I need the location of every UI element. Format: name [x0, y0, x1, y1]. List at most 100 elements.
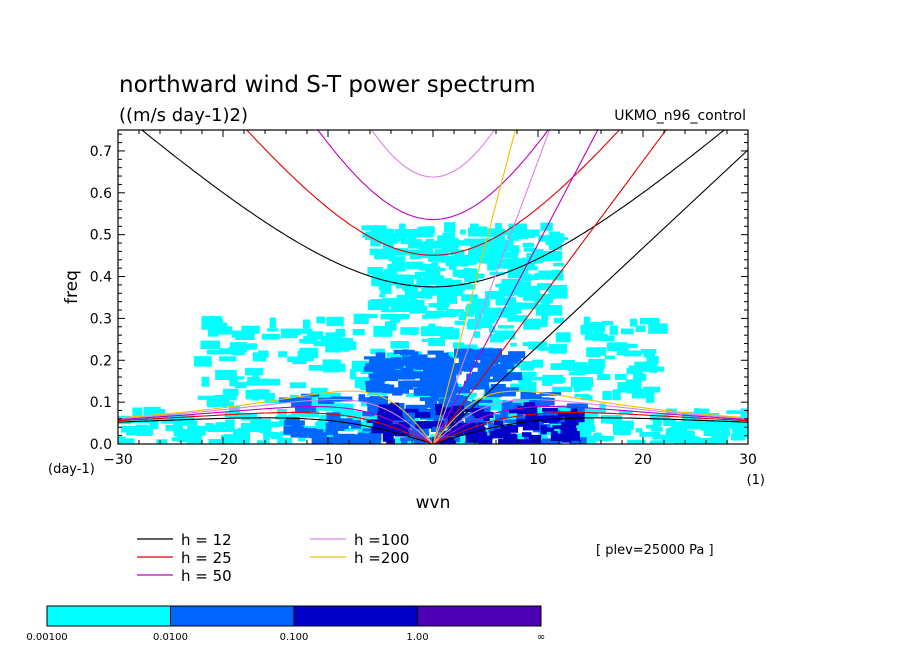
field-cell-level-1	[383, 269, 395, 277]
field-cell-level-1	[215, 369, 237, 380]
field-cell-level-1	[384, 273, 396, 284]
field-cell-level-1	[579, 413, 592, 420]
field-cell-level-1	[177, 435, 197, 443]
field-cell-level-1	[467, 319, 482, 328]
field-cell-level-1	[385, 321, 397, 331]
field-cell-level-2	[393, 411, 416, 419]
field-cell-level-1	[522, 372, 537, 377]
legend-label-h100: h =100	[354, 531, 409, 549]
field-cell-level-1	[197, 395, 215, 400]
field-cell-level-1	[635, 325, 646, 333]
field-cell-level-1	[444, 352, 459, 359]
field-cell-level-1	[446, 308, 454, 314]
field-cell-level-1	[335, 409, 348, 417]
field-cell-level-1	[156, 439, 168, 444]
field-cell-level-1	[538, 270, 559, 280]
field-cell-level-1	[510, 342, 517, 347]
field-cell-level-1	[713, 422, 735, 427]
field-cell-level-1	[381, 309, 397, 313]
field-cell-level-1	[590, 410, 599, 417]
field-cell-level-1	[132, 407, 143, 417]
field-cell-level-1	[374, 281, 392, 286]
field-cell-level-1	[338, 329, 345, 335]
field-cell-level-1	[740, 408, 747, 418]
field-cell-level-1	[461, 392, 474, 400]
power-spectrum-field	[118, 222, 748, 444]
field-cell-level-2	[501, 372, 523, 381]
field-cell-level-1	[475, 273, 485, 279]
field-cell-level-3	[552, 425, 574, 429]
colorbar-band	[417, 605, 542, 627]
field-cell-level-1	[251, 394, 260, 401]
field-cell-level-1	[303, 319, 311, 329]
field-cell-level-2	[494, 364, 515, 370]
field-cell-level-2	[368, 381, 385, 386]
field-cell-level-1	[444, 238, 459, 249]
field-cell-level-1	[497, 239, 514, 250]
field-cell-level-1	[246, 381, 263, 386]
field-cell-level-3	[457, 422, 477, 433]
field-cell-level-3	[494, 421, 504, 425]
field-cell-level-2	[543, 397, 555, 406]
field-cell-level-2	[402, 380, 423, 388]
field-cell-level-2	[496, 371, 503, 379]
field-cell-level-1	[531, 296, 547, 302]
field-cell-level-2	[413, 438, 426, 444]
field-cell-level-1	[241, 325, 260, 334]
field-cell-level-1	[674, 438, 685, 444]
field-cell-level-1	[264, 392, 276, 403]
field-cell-level-1	[619, 410, 633, 415]
field-cell-level-1	[495, 223, 502, 232]
field-cell-level-1	[314, 422, 326, 432]
field-cell-level-1	[512, 398, 535, 407]
field-cell-level-1	[386, 352, 397, 360]
field-cell-level-1	[688, 424, 706, 430]
field-cell-level-1	[548, 288, 568, 299]
field-cell-level-1	[442, 290, 464, 296]
field-cell-level-1	[277, 408, 287, 415]
field-cell-level-3	[377, 411, 392, 419]
field-cell-level-1	[725, 421, 734, 429]
field-cell-level-1	[498, 283, 519, 293]
field-cell-level-1	[527, 285, 540, 297]
field-cell-level-1	[382, 242, 394, 252]
field-cell-level-1	[465, 305, 480, 313]
field-cell-level-1	[612, 389, 621, 401]
field-cell-level-1	[445, 255, 466, 267]
kelvin-curve-h12	[432, 149, 748, 444]
field-cell-level-3	[489, 431, 498, 439]
field-cell-level-2	[371, 386, 391, 392]
field-cell-level-2	[332, 433, 355, 444]
field-cell-level-1	[459, 241, 472, 246]
field-cell-level-1	[208, 439, 229, 444]
field-cell-level-2	[410, 354, 428, 362]
field-cell-level-1	[350, 410, 362, 421]
field-cell-level-1	[251, 419, 272, 428]
field-cell-level-1	[643, 350, 656, 358]
field-cell-level-2	[441, 386, 449, 396]
field-cell-level-1	[495, 330, 516, 340]
field-cell-level-2	[308, 429, 324, 439]
field-cell-level-2	[366, 382, 376, 388]
field-cell-level-1	[721, 429, 731, 437]
field-cell-level-2	[401, 367, 411, 371]
field-cell-level-2	[467, 354, 481, 359]
field-cell-level-1	[519, 382, 537, 393]
field-cell-level-1	[425, 266, 441, 276]
field-cell-level-1	[634, 361, 649, 372]
field-cell-level-1	[652, 419, 662, 426]
field-cell-level-2	[433, 414, 456, 425]
y-tick-label: 0.1	[90, 395, 112, 411]
field-cell-level-1	[247, 376, 261, 386]
field-cell-level-1	[233, 429, 250, 440]
field-cell-level-1	[511, 290, 526, 296]
field-cell-level-1	[278, 351, 288, 358]
field-cell-level-3	[506, 434, 518, 444]
field-cell-level-1	[424, 226, 435, 235]
field-cell-level-1	[561, 360, 576, 364]
field-cell-level-1	[424, 310, 445, 317]
x-tick-label: −20	[208, 452, 238, 468]
field-cell-level-1	[200, 340, 220, 350]
field-cell-level-3	[521, 432, 532, 437]
field-cell-level-1	[235, 332, 255, 340]
